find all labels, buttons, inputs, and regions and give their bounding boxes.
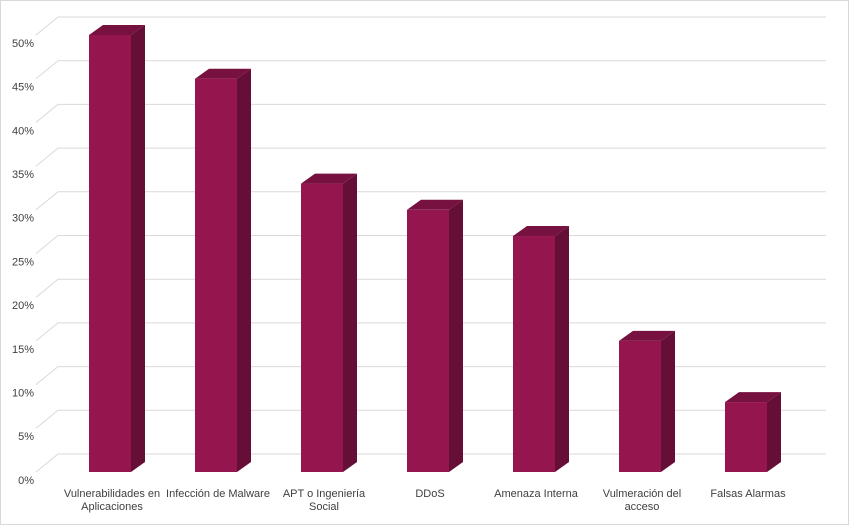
grid-line-side [35, 366, 59, 385]
bar-top [513, 226, 569, 237]
bar-top [619, 330, 675, 341]
y-tick-label: 50% [12, 38, 34, 50]
x-tick-label: Amenaza Interna [494, 488, 578, 500]
x-tick-label: APT o Ingeniería Social [282, 488, 366, 513]
y-tick-label: 35% [12, 169, 34, 181]
x-tick-label: Vulmeración del acceso [602, 488, 682, 513]
bar-side [661, 330, 675, 472]
bar-top [725, 392, 781, 403]
bar [619, 340, 661, 472]
x-tick-label: Infección de Malware [166, 488, 270, 500]
grid-line-side [35, 278, 59, 298]
grid-line-side [35, 322, 59, 342]
bar-top [195, 68, 251, 79]
y-tick-label: 45% [12, 82, 34, 94]
x-tick-label: Vulnerabilidades en Aplicaciones [63, 488, 161, 513]
x-tick-label: Falsas Alarmas [710, 488, 786, 500]
y-tick-label: 10% [12, 388, 34, 400]
bar-top [407, 199, 463, 210]
bar [89, 35, 131, 472]
grid-line-side [35, 147, 59, 167]
bar [301, 183, 343, 472]
bar-side [555, 226, 569, 472]
grid-line-side [35, 16, 59, 36]
bar-side [767, 392, 781, 472]
y-tick-label: 0% [18, 475, 34, 487]
grid-line-side [35, 409, 59, 429]
x-tick-label: DDoS [415, 488, 445, 500]
bar-top [301, 173, 357, 184]
bar-side [449, 199, 463, 473]
y-tick-label: 40% [12, 125, 34, 137]
bar [725, 402, 767, 472]
y-tick-label: 5% [18, 431, 34, 443]
grid-line-side [35, 191, 59, 211]
grid-line-side [35, 235, 59, 254]
bar-side [131, 25, 145, 472]
grid-line-side [35, 60, 59, 80]
bar-side [343, 173, 357, 472]
y-tick-label: 25% [12, 256, 34, 268]
bar [195, 78, 237, 472]
grid-line-side [35, 453, 59, 473]
bar-top [89, 25, 145, 35]
bar [407, 209, 449, 473]
grid-line-side [35, 104, 59, 123]
y-tick-label: 30% [12, 213, 34, 225]
bar-side [237, 68, 251, 472]
y-tick-label: 15% [12, 344, 34, 356]
bar [513, 236, 555, 472]
y-tick-label: 20% [12, 300, 34, 312]
